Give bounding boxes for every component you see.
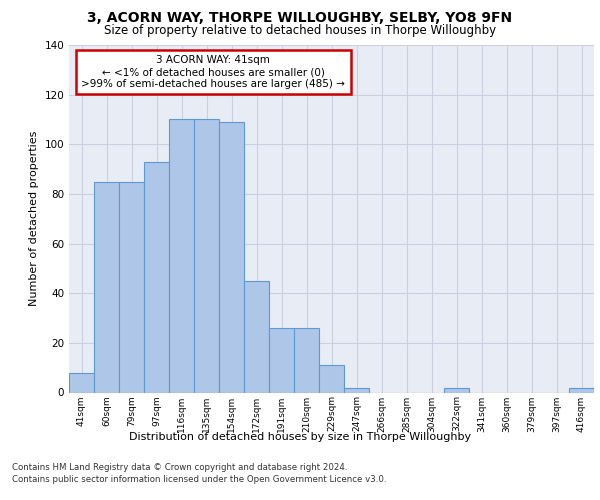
Bar bbox=[69, 372, 94, 392]
Text: 3, ACORN WAY, THORPE WILLOUGHBY, SELBY, YO8 9FN: 3, ACORN WAY, THORPE WILLOUGHBY, SELBY, … bbox=[88, 11, 512, 25]
Text: Size of property relative to detached houses in Thorpe Willoughby: Size of property relative to detached ho… bbox=[104, 24, 496, 37]
Bar bbox=[569, 388, 594, 392]
Bar bbox=[219, 122, 244, 392]
Text: Contains public sector information licensed under the Open Government Licence v3: Contains public sector information licen… bbox=[12, 475, 386, 484]
Bar bbox=[144, 162, 169, 392]
Bar bbox=[269, 328, 294, 392]
Text: 3 ACORN WAY: 41sqm
← <1% of detached houses are smaller (0)
>99% of semi-detache: 3 ACORN WAY: 41sqm ← <1% of detached hou… bbox=[82, 56, 346, 88]
Bar bbox=[444, 388, 469, 392]
Bar bbox=[344, 388, 369, 392]
Bar bbox=[294, 328, 319, 392]
Text: Distribution of detached houses by size in Thorpe Willoughby: Distribution of detached houses by size … bbox=[129, 432, 471, 442]
Bar bbox=[119, 182, 144, 392]
Y-axis label: Number of detached properties: Number of detached properties bbox=[29, 131, 39, 306]
Bar bbox=[94, 182, 119, 392]
Bar bbox=[244, 281, 269, 392]
Text: Contains HM Land Registry data © Crown copyright and database right 2024.: Contains HM Land Registry data © Crown c… bbox=[12, 462, 347, 471]
Bar bbox=[169, 120, 194, 392]
Bar bbox=[319, 365, 344, 392]
Bar bbox=[194, 120, 219, 392]
